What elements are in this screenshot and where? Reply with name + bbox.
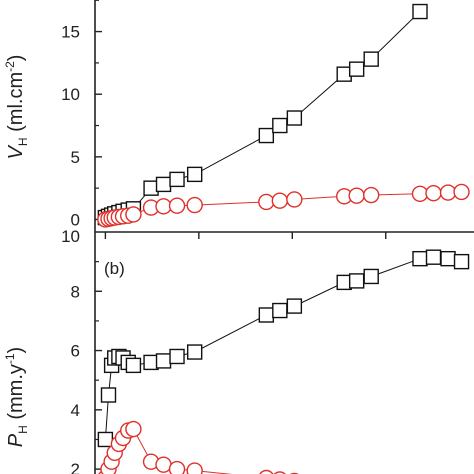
- square-marker: [425, 249, 442, 265]
- square-marker: [258, 307, 275, 323]
- circle-marker: [168, 197, 186, 214]
- square-marker: [169, 348, 185, 365]
- panel-b-ticks: [95, 232, 387, 470]
- square-marker: [125, 357, 142, 374]
- panel-a-y-axis-label: VH (ml.cm-2): [3, 55, 30, 160]
- circle-marker: [439, 184, 457, 201]
- circle-marker: [273, 471, 286, 474]
- panel-b: 2 4 6 8 10 (b) PH (mm.y-1): [3, 227, 470, 474]
- y-tick-label: 2: [71, 460, 80, 474]
- panel-b-tick-labels: 2 4 6 8: [71, 282, 80, 474]
- square-marker: [186, 166, 203, 183]
- square-marker: [169, 171, 185, 188]
- panel-a-ticks: [95, 0, 102, 221]
- y-tick-label: 4: [71, 401, 80, 420]
- series-circles: [97, 183, 470, 228]
- square-marker: [155, 353, 172, 369]
- circle-marker: [411, 185, 429, 202]
- y-tick-label: 10: [61, 85, 80, 104]
- panel-b-y-axis-label: PH (mm.y-1): [3, 347, 30, 447]
- series-circles: [98, 420, 299, 474]
- series-line: [104, 256, 462, 440]
- square-marker: [453, 253, 470, 270]
- square-marker: [258, 127, 275, 144]
- circle-marker: [453, 183, 470, 201]
- panel-a-series: [97, 3, 470, 228]
- circle-marker: [348, 187, 365, 204]
- panel-b-top-tick-label: 10: [61, 227, 80, 246]
- square-marker: [348, 61, 365, 77]
- square-marker: [100, 387, 117, 403]
- circle-marker: [125, 206, 142, 223]
- circle-marker: [425, 184, 442, 202]
- panel-a: 0 5 10 15 VH (ml.cm-2): [3, 0, 474, 233]
- panel-a-frame: [94, 0, 474, 233]
- square-marker: [155, 176, 172, 193]
- panel-b-label: (b): [104, 259, 125, 278]
- y-tick-label: 15: [61, 23, 80, 42]
- square-marker: [272, 302, 288, 319]
- circle-marker: [155, 198, 172, 215]
- y-tick-label: 0: [71, 210, 80, 229]
- panel-b-series: [97, 249, 470, 474]
- circle-marker: [271, 192, 289, 209]
- circle-marker: [168, 460, 186, 474]
- circle-marker: [155, 456, 172, 473]
- square-marker: [440, 250, 456, 267]
- circle-marker: [259, 469, 274, 474]
- square-marker: [97, 431, 114, 448]
- square-marker: [412, 250, 428, 267]
- square-marker: [272, 117, 288, 134]
- panel-a-tick-labels: 0 5 10 15: [61, 23, 80, 230]
- square-marker: [286, 110, 303, 126]
- square-marker: [286, 298, 303, 314]
- square-marker: [363, 268, 379, 285]
- square-marker: [348, 273, 365, 289]
- circle-marker: [186, 462, 203, 474]
- y-tick-label: 5: [71, 148, 80, 167]
- square-marker: [412, 3, 428, 20]
- square-marker: [186, 344, 203, 360]
- circle-marker: [258, 193, 275, 211]
- circle-marker: [363, 186, 380, 204]
- circle-marker: [125, 420, 142, 438]
- circle-marker: [186, 196, 203, 214]
- square-marker: [363, 51, 379, 67]
- circle-marker: [286, 191, 303, 208]
- series-squares: [97, 249, 470, 448]
- y-tick-label: 6: [71, 342, 80, 361]
- y-tick-label: 8: [71, 282, 80, 301]
